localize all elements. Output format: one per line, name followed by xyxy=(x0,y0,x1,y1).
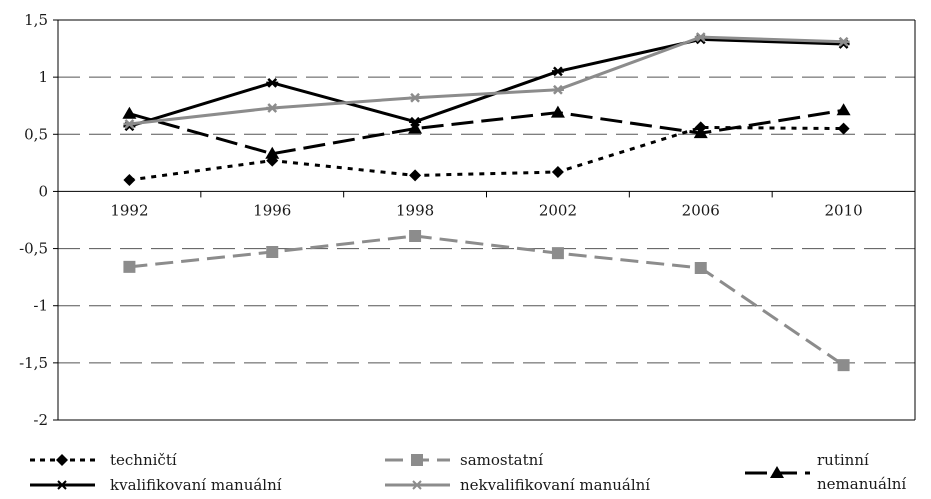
data-point-star xyxy=(123,119,136,129)
data-point-triangle xyxy=(408,121,423,134)
data-point-diamond xyxy=(409,169,422,182)
series-1 xyxy=(123,121,850,186)
data-point-star xyxy=(551,84,564,95)
data-point-triangle xyxy=(550,105,565,118)
series-line xyxy=(129,125,844,182)
data-point-triangle xyxy=(693,126,708,139)
data-point-star xyxy=(266,77,279,88)
legend-item-technicti: techničtí xyxy=(30,451,177,469)
star-marker-icon xyxy=(411,480,423,490)
y-tick-labels: 1,5 1 0,5 0 -0,5 -1 -1,5 -2 xyxy=(19,11,48,429)
y-tick-label: -2 xyxy=(33,411,48,429)
data-point-star xyxy=(409,92,422,103)
series-line xyxy=(129,234,845,367)
data-point-square xyxy=(837,359,850,372)
legend-label-kvalifikovani: kvalifikovaní manuální xyxy=(110,476,282,494)
x-tick-labels: 1992 1996 1998 2002 2006 2010 xyxy=(110,201,862,219)
series-line xyxy=(129,35,844,126)
data-point-square xyxy=(266,246,279,258)
y-tick-label: 0 xyxy=(38,182,48,200)
diamond-marker-icon xyxy=(56,454,68,466)
x-tick-label: 2010 xyxy=(824,201,862,219)
series-line xyxy=(129,108,844,156)
data-point-triangle xyxy=(122,106,137,119)
x-tick-label: 2006 xyxy=(682,201,720,219)
y-tick-label: 1,5 xyxy=(24,11,48,29)
data-point-diamond xyxy=(123,174,136,186)
legend-item-nekvalifikovani: nekvalifikovaní manuální xyxy=(385,476,650,494)
y-tick-label: -0,5 xyxy=(19,240,48,258)
data-point-square xyxy=(123,260,136,273)
legend-label-samostatni: samostatní xyxy=(460,451,543,469)
series-2 xyxy=(123,230,850,372)
x-tick-label: 1998 xyxy=(396,201,434,219)
series-5 xyxy=(123,32,850,129)
data-point-star xyxy=(551,66,564,77)
series-line xyxy=(128,37,844,128)
legend-label-technicti: techničtí xyxy=(110,451,177,469)
triangle-marker-icon xyxy=(770,466,784,478)
data-point-star xyxy=(694,32,707,43)
legend: techničtí samostatní rutinní nemanuální … xyxy=(30,451,906,494)
data-point-square xyxy=(409,230,422,242)
data-point-square xyxy=(551,247,564,260)
star-marker-icon xyxy=(56,480,68,490)
legend-label-rutinni-line2: nemanuální xyxy=(817,475,906,493)
square-marker-icon xyxy=(411,454,423,466)
data-point-star xyxy=(409,116,422,127)
legend-label-rutinni-line1: rutinní xyxy=(817,451,869,469)
data-point-square xyxy=(694,262,707,274)
y-tick-label: -1 xyxy=(33,297,48,315)
series-4 xyxy=(123,34,850,132)
y-tick-label: -1,5 xyxy=(19,354,48,372)
x-tick-label: 1992 xyxy=(110,201,148,219)
data-point-star xyxy=(837,36,850,47)
data-point-diamond xyxy=(551,166,564,178)
x-tick-label: 2002 xyxy=(539,201,577,219)
legend-item-rutinni-nemanualni: rutinní nemanuální xyxy=(745,451,906,493)
data-point-triangle xyxy=(836,103,851,116)
data-point-diamond xyxy=(837,122,850,135)
series-3 xyxy=(122,103,851,159)
legend-item-samostatni: samostatní xyxy=(385,451,543,469)
series-group xyxy=(122,32,851,372)
x-tick-label: 1996 xyxy=(253,201,291,219)
legend-label-nekvalifikovani: nekvalifikovaní manuální xyxy=(460,476,650,494)
y-tick-label: 1 xyxy=(38,68,48,86)
axes xyxy=(53,19,916,421)
data-point-triangle xyxy=(265,146,280,159)
data-point-star xyxy=(266,103,279,113)
legend-item-kvalifikovani: kvalifikovaní manuální xyxy=(30,476,282,494)
y-tick-label: 0,5 xyxy=(24,125,48,143)
